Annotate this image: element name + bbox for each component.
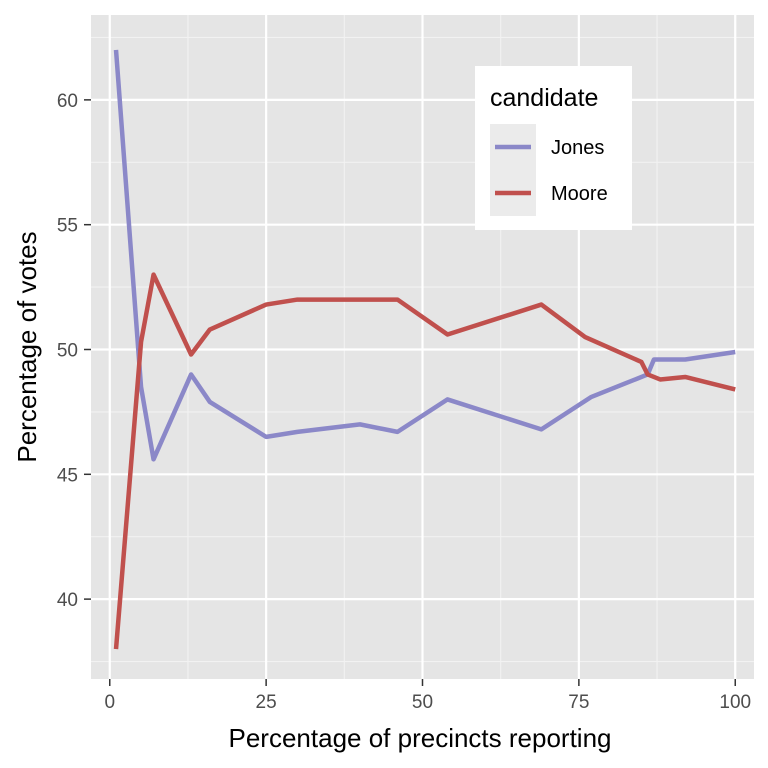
x-tick-label: 50 [412, 692, 433, 713]
y-tick-label: 60 [57, 91, 78, 112]
y-axis-title: Percentage of votes [12, 231, 42, 462]
x-axis: 0 25 50 75 100 [104, 679, 751, 713]
y-axis: 40 45 50 55 60 [57, 91, 91, 611]
legend-title: candidate [490, 84, 598, 112]
legend-label-jones: Jones [551, 137, 604, 159]
x-tick-label: 75 [568, 692, 589, 713]
series-line-moore [113, 272, 736, 650]
series-lines [113, 49, 736, 650]
y-tick-label: 40 [57, 590, 78, 611]
y-tick-label: 45 [57, 465, 78, 486]
x-tick-label: 25 [256, 692, 277, 713]
series-line-jones [113, 49, 736, 462]
x-tick-label: 100 [719, 692, 751, 713]
y-tick-label: 50 [57, 340, 78, 361]
grid-major [91, 15, 754, 679]
x-axis-title: Percentage of precincts reporting [229, 723, 612, 753]
y-tick-label: 55 [57, 216, 78, 237]
x-tick-label: 0 [104, 692, 115, 713]
legend: candidate Jones Moore [475, 66, 632, 230]
legend-label-moore: Moore [551, 183, 608, 205]
